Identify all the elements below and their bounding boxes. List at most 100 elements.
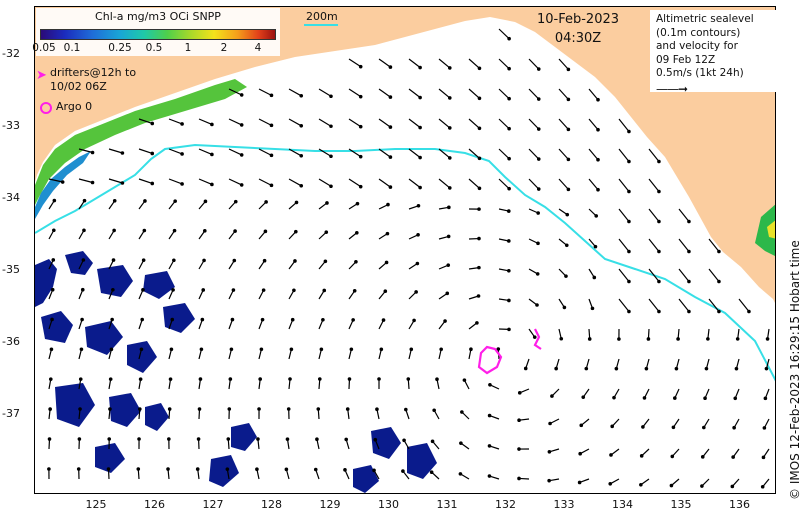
drifter-cluster[interactable] [473, 347, 509, 381]
velocity-arrowhead [536, 211, 540, 215]
velocity-arrow [168, 148, 183, 155]
velocity-arrow [528, 58, 540, 70]
y-tick-label: -32 [2, 47, 20, 60]
velocity-arrowhead [432, 408, 436, 413]
velocity-arrow [618, 178, 630, 192]
velocity-arrow [648, 298, 660, 312]
velocity-arrow [378, 88, 391, 98]
timestamp: 10-Feb-2023 04:30Z [522, 10, 634, 50]
velocity-arrowhead [269, 93, 274, 98]
velocity-arrowhead [78, 407, 82, 411]
velocity-arrowhead [355, 201, 360, 206]
velocity-arrowhead [639, 482, 643, 487]
velocity-arrow [588, 148, 599, 161]
velocity-arrowhead [323, 259, 328, 264]
velocity-arrow [348, 88, 362, 98]
velocity-arrowhead [584, 366, 589, 371]
velocity-arrowhead [477, 207, 481, 211]
velocity-arrowhead [139, 347, 144, 352]
velocity-arrowhead [507, 269, 511, 273]
x-tick-label: 133 [553, 498, 575, 511]
velocity-arrowhead [687, 309, 691, 314]
velocity-arrowhead [52, 228, 56, 233]
velocity-arrow [288, 88, 302, 97]
velocity-arrow [498, 88, 510, 100]
velocity-arrow [468, 58, 480, 69]
colorbar-tick-label: 0.5 [145, 42, 163, 54]
velocity-arrowhead [418, 185, 422, 190]
velocity-arrowhead [344, 437, 349, 442]
velocity-arrow [558, 88, 569, 100]
velocity-arrow [468, 88, 480, 99]
velocity-arrow [558, 178, 569, 190]
velocity-arrow [498, 178, 510, 190]
velocity-arrowhead [596, 187, 600, 192]
velocity-arrowhead [226, 437, 231, 441]
velocity-arrowhead [108, 377, 113, 381]
velocity-arrowhead [263, 229, 268, 234]
velocity-arrowhead [109, 347, 114, 352]
velocity-arrow [48, 178, 63, 183]
velocity-arrowhead [477, 186, 482, 191]
velocity-arrowhead [239, 183, 244, 187]
x-tick-label: 132 [495, 498, 516, 511]
velocity-arrow [408, 88, 421, 98]
velocity-arrowhead [388, 125, 393, 129]
velocity-arrow [288, 148, 302, 157]
velocity-arrowhead [196, 437, 201, 441]
velocity-arrow [198, 148, 213, 155]
velocity-arrowhead [687, 279, 691, 284]
velocity-arrowhead [657, 249, 661, 254]
velocity-arrowhead [670, 454, 675, 459]
velocity-arrow [408, 148, 421, 158]
velocity-arrowhead [517, 447, 521, 451]
velocity-arrowhead [763, 396, 768, 401]
velocity-arrow [198, 178, 213, 185]
velocity-arrowhead [232, 258, 237, 263]
velocity-arrowhead [415, 261, 420, 266]
velocity-arrowhead [762, 426, 767, 430]
argo-circle-icon [40, 102, 52, 114]
velocity-arrow [468, 118, 480, 129]
velocity-arrowhead [47, 437, 52, 441]
velocity-arrowhead [717, 309, 721, 314]
velocity-arrowhead [487, 413, 492, 418]
velocity-arrowhead [435, 377, 439, 382]
velocity-arrowhead [702, 425, 706, 430]
velocity-arrow [588, 178, 599, 191]
velocity-arrowhead [81, 258, 86, 262]
velocity-arrowhead [375, 407, 379, 412]
velocity-arrowhead [404, 407, 408, 412]
velocity-arrows [47, 28, 770, 489]
velocity-arrow [468, 148, 480, 159]
drifter-tracks [477, 328, 542, 375]
velocity-arrowhead [48, 377, 53, 381]
velocity-arrowhead [687, 219, 691, 224]
velocity-arrowhead [548, 421, 552, 426]
velocity-arrowhead [299, 184, 304, 188]
velocity-arrowhead [487, 474, 492, 478]
velocity-arrowhead [358, 184, 363, 189]
velocity-arrowhead [200, 317, 205, 322]
velocity-arrow [378, 118, 391, 128]
velocity-arrowhead [381, 318, 386, 322]
velocity-arrow [678, 298, 690, 312]
velocity-arrowhead [388, 65, 393, 69]
velocity-arrowhead [138, 377, 143, 381]
velocity-arrowhead [257, 407, 261, 411]
velocity-arrowhead [325, 201, 329, 205]
velocity-arrow [168, 178, 183, 185]
velocity-arrowhead [259, 347, 264, 352]
velocity-arrowhead [210, 122, 214, 127]
velocity-arrowhead [596, 157, 600, 162]
velocity-arrowhead [594, 214, 599, 218]
velocity-arrowhead [547, 449, 552, 454]
velocity-arrowhead [577, 480, 582, 485]
velocity-arrowhead [260, 317, 265, 322]
velocity-arrowhead [322, 288, 327, 293]
velocity-arrowhead [612, 395, 616, 400]
velocity-arrowhead [289, 347, 294, 352]
velocity-arrowhead [60, 180, 65, 184]
velocity-arrowhead [384, 260, 389, 265]
velocity-arrowhead [137, 437, 141, 441]
